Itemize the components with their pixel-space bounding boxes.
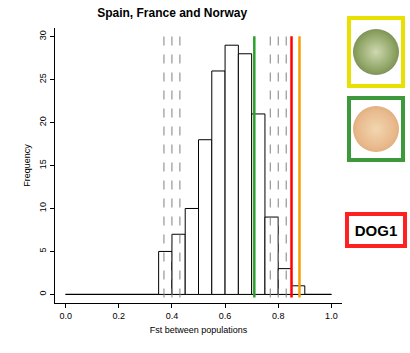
- svg-text:0.0: 0.0: [59, 311, 72, 321]
- svg-text:0: 0: [38, 291, 48, 296]
- svg-text:15: 15: [38, 159, 48, 169]
- svg-text:20: 20: [38, 116, 48, 126]
- html-text:DOG1: DOG1: [354, 221, 398, 239]
- svg-text:30: 30: [38, 30, 48, 40]
- svg-text:1.0: 1.0: [325, 311, 338, 321]
- svg-text:0.8: 0.8: [272, 311, 285, 321]
- svg-text:0.6: 0.6: [219, 311, 232, 321]
- svg-text:Frequency: Frequency: [22, 144, 32, 187]
- svg-text:5: 5: [38, 248, 48, 253]
- svg-text:0.2: 0.2: [113, 311, 126, 321]
- svg-text:25: 25: [38, 73, 48, 83]
- svg-text:Fst between populations: Fst between populations: [150, 325, 248, 335]
- svg-text:0.4: 0.4: [166, 311, 179, 321]
- svg-text:10: 10: [38, 202, 48, 212]
- svg-text:Spain, France and Norway: Spain, France and Norway: [97, 6, 247, 20]
